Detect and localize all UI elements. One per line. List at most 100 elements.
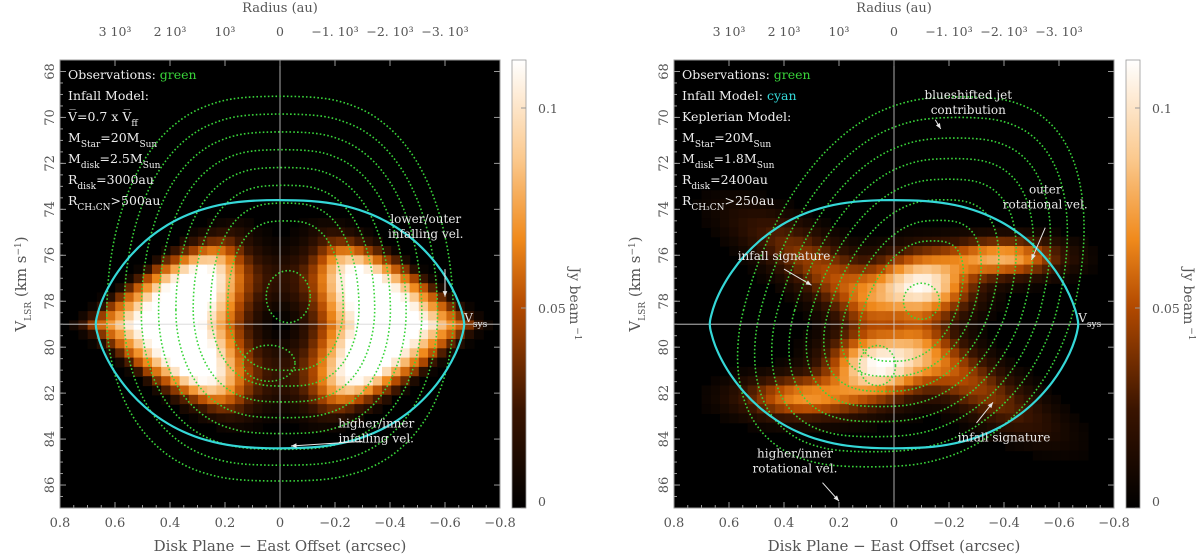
heatmap-pixel bbox=[931, 236, 942, 247]
heatmap-pixel bbox=[1042, 404, 1052, 414]
heatmap-pixel bbox=[363, 255, 374, 266]
heatmap-pixel bbox=[326, 301, 337, 312]
heatmap-pixel bbox=[784, 413, 795, 424]
heatmap-pixel bbox=[161, 311, 171, 321]
heatmap-pixel bbox=[922, 329, 933, 340]
heatmap-pixel bbox=[968, 311, 979, 321]
heatmap-pixel bbox=[922, 255, 933, 266]
heatmap-pixel bbox=[308, 385, 319, 396]
heatmap-pixel bbox=[372, 329, 383, 340]
heatmap-pixel bbox=[986, 376, 997, 387]
heatmap-pixel bbox=[812, 218, 822, 228]
heatmap-pixel bbox=[244, 394, 254, 405]
heatmap-pixel bbox=[756, 227, 767, 238]
heatmap-pixel bbox=[950, 264, 960, 275]
heatmap-pixel bbox=[996, 404, 1006, 414]
heatmap-pixel bbox=[225, 236, 236, 247]
heatmap-pixel bbox=[244, 246, 254, 256]
heatmap-pixel bbox=[244, 413, 254, 424]
observation-contours bbox=[105, 95, 455, 482]
heatmap-pixel bbox=[115, 311, 125, 321]
heatmap-pixel bbox=[812, 227, 822, 238]
heatmap-pixel bbox=[894, 236, 905, 247]
heatmap-pixel bbox=[968, 348, 979, 359]
observation-contour-core bbox=[265, 269, 312, 324]
heatmap-pixel bbox=[179, 283, 190, 294]
heatmap-pixel bbox=[710, 394, 721, 405]
heatmap-pixel bbox=[858, 264, 868, 275]
text-run: =2400au bbox=[710, 172, 768, 187]
heatmap-pixel bbox=[418, 357, 429, 368]
observation-contour-level-0.2 bbox=[123, 113, 439, 467]
heatmap-pixel bbox=[391, 301, 401, 312]
heatmap-pixel bbox=[244, 357, 254, 368]
heatmap-pixel bbox=[858, 255, 868, 266]
infall-model-curve bbox=[94, 199, 466, 450]
heatmap-pixel bbox=[308, 218, 319, 228]
heatmap-pixel bbox=[720, 394, 730, 405]
heatmap-pixel bbox=[904, 246, 914, 256]
heatmap-pixel bbox=[317, 404, 328, 414]
heatmap-pixel bbox=[345, 236, 355, 247]
heatmap-pixel bbox=[1023, 422, 1034, 433]
heatmap-pixel bbox=[830, 273, 841, 284]
heatmap-pixel bbox=[363, 273, 374, 284]
heatmap-pixel bbox=[234, 283, 245, 294]
heatmap-pixel bbox=[793, 366, 804, 377]
heatmap-pixel bbox=[968, 394, 979, 405]
heatmap-pixel bbox=[996, 366, 1006, 377]
colorbar-tick-label: 0.1 bbox=[1152, 101, 1172, 116]
heatmap-pixel bbox=[1032, 413, 1043, 424]
heatmap-pixel bbox=[821, 292, 831, 303]
heatmap-pixel bbox=[720, 190, 730, 201]
heatmap-pixel bbox=[913, 273, 923, 284]
heatmap-pixel bbox=[950, 413, 960, 424]
heatmap-pixel bbox=[802, 366, 813, 377]
heatmap-pixel bbox=[959, 339, 969, 349]
heatmap-pixel bbox=[931, 273, 942, 284]
heatmap-pixel bbox=[922, 366, 933, 377]
heatmap-pixel bbox=[784, 376, 795, 387]
heatmap-pixel bbox=[262, 329, 273, 340]
annotation-arrowhead bbox=[805, 280, 812, 286]
x-tick-label: 0.4 bbox=[774, 516, 795, 531]
heatmap-pixel bbox=[170, 376, 181, 387]
heatmap-pixel bbox=[848, 394, 859, 405]
heatmap-pixel bbox=[133, 283, 144, 294]
heatmap-pixel bbox=[152, 320, 162, 331]
observation-contour-level-0.8 bbox=[858, 240, 965, 363]
heatmap-pixel bbox=[830, 339, 841, 349]
heatmap-pixel bbox=[382, 348, 392, 359]
heatmap-pixel bbox=[271, 283, 282, 294]
heatmap-pixel bbox=[710, 385, 721, 396]
infall-model-curve bbox=[708, 199, 1080, 450]
heatmap-pixel bbox=[720, 199, 730, 210]
heatmap-pixel bbox=[244, 404, 254, 414]
heatmap-pixel bbox=[885, 413, 896, 424]
heatmap-pixel bbox=[858, 320, 868, 331]
heatmap-pixel bbox=[317, 385, 328, 396]
heatmap-pixel bbox=[839, 404, 850, 414]
heatmap-pixel bbox=[345, 413, 355, 424]
heatmap-pixel bbox=[959, 348, 969, 359]
heatmap-pixel bbox=[216, 320, 227, 331]
heatmap-pixel bbox=[1078, 441, 1089, 452]
annotation-text: lower/outer bbox=[390, 212, 461, 226]
heatmap-pixel bbox=[437, 320, 447, 331]
heatmap-pixel bbox=[280, 394, 291, 405]
heatmap-pixel bbox=[336, 357, 346, 368]
annotation-arrowhead bbox=[1031, 253, 1036, 260]
heatmap-pixel bbox=[977, 311, 988, 321]
heatmap-pixel bbox=[940, 376, 951, 387]
heatmap-pixel bbox=[1042, 394, 1052, 405]
heatmap-pixel bbox=[1005, 255, 1015, 266]
colorbar-tick-label: 0.05 bbox=[538, 301, 566, 316]
heatmap-pixel bbox=[409, 376, 420, 387]
legend-line: MStar=20MSun bbox=[682, 130, 771, 150]
heatmap-pixel bbox=[271, 348, 282, 359]
heatmap-pixel bbox=[1060, 450, 1071, 461]
heatmap-pixel bbox=[280, 385, 291, 396]
heatmap-pixel bbox=[253, 311, 263, 321]
heatmap-pixel bbox=[867, 339, 877, 349]
observation-contour-core bbox=[242, 344, 296, 383]
